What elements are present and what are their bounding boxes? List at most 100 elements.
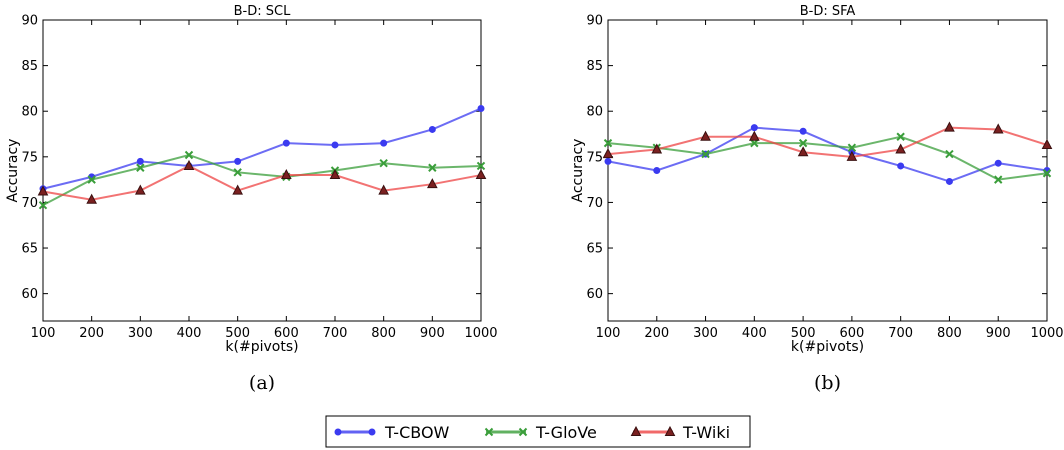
data-point-t-wiki (329, 168, 341, 180)
data-point-t-glove (428, 163, 437, 172)
y-tick-label: 65 (586, 242, 603, 257)
x-tick-label: 100 (31, 326, 56, 341)
y-axis-label: Accuracy (570, 139, 586, 203)
x-tick-label: 1000 (1030, 326, 1063, 341)
chart-title: B-D: SCL (234, 4, 291, 19)
series-line-t-wiki (42, 164, 482, 201)
y-axis-label: Accuracy (5, 139, 21, 203)
x-tick-label: 900 (986, 326, 1011, 341)
data-point-t-cbow (331, 141, 339, 149)
data-point-t-glove (798, 138, 808, 148)
data-point-t-wiki (232, 184, 243, 195)
data-point-t-glove (896, 132, 905, 141)
x-tick-label: 200 (644, 326, 669, 341)
data-point-t-cbow (653, 167, 661, 174)
data-point-t-cbow (282, 139, 290, 147)
data-point-t-wiki (135, 184, 146, 195)
chart-panel-2: B-D: SFA 60 65 70 75 80 85 90 100 200 300 400 500 600… (570, 4, 1064, 394)
data-point-t-cbow (945, 177, 953, 185)
x-axis-label: k(#pivots) (225, 339, 298, 355)
legend-marker-t-glove (484, 427, 494, 437)
x-tick-label: 500 (225, 326, 250, 341)
legend-label-t-cbow: T-CBOW (384, 423, 450, 442)
data-point-t-wiki (475, 168, 487, 180)
data-point-t-cbow (799, 127, 807, 135)
y-tick-label: 90 (21, 14, 38, 29)
data-point-t-wiki (86, 193, 97, 204)
series-line-t-glove (607, 135, 1048, 181)
data-point-t-cbow (136, 157, 144, 165)
series-line-t-cbow (607, 126, 1048, 183)
x-tick-label: 600 (274, 326, 299, 341)
data-point-t-wiki (602, 148, 614, 159)
data-point-t-wiki (183, 159, 195, 170)
x-tick-label: 200 (79, 326, 104, 341)
x-tick-label: 400 (177, 326, 202, 341)
data-point-t-glove (87, 175, 96, 184)
legend-label-t-wiki: T-Wiki (682, 423, 730, 442)
legend-marker-t-wiki (664, 425, 676, 436)
data-point-t-wiki (749, 130, 760, 141)
data-point-t-glove (701, 149, 710, 159)
x-tick-label: 800 (937, 326, 962, 341)
y-tick-label: 60 (586, 287, 603, 302)
y-tick-label: 70 (586, 196, 603, 211)
series-line-t-cbow (42, 107, 482, 190)
legend-marker-t-glove (518, 427, 528, 437)
y-tick-label: 85 (21, 59, 38, 74)
data-point-t-glove (38, 200, 48, 210)
data-point-t-cbow (380, 139, 388, 147)
x-tick-label: 400 (742, 326, 767, 341)
x-tick-label: 800 (371, 326, 396, 341)
data-point-t-wiki (700, 130, 711, 141)
data-point-t-glove (750, 138, 759, 148)
legend-label-t-glove: T-GloVe (535, 423, 597, 442)
x-tick-label: 600 (839, 326, 864, 341)
panel-caption: (a) (249, 372, 275, 394)
data-point-t-cbow (750, 124, 758, 132)
legend-marker-t-cbow (368, 428, 376, 436)
panel-caption: (b) (814, 372, 841, 394)
data-point-t-glove (945, 149, 954, 159)
data-point-t-wiki (797, 146, 809, 157)
data-point-t-wiki (944, 121, 955, 132)
data-point-t-cbow (477, 104, 485, 112)
data-point-t-glove (136, 163, 145, 172)
data-point-t-wiki (427, 178, 438, 189)
data-point-t-cbow (604, 157, 612, 165)
x-tick-label: 700 (888, 326, 913, 341)
y-tick-label: 65 (21, 242, 38, 257)
data-point-t-glove (233, 168, 242, 177)
data-point-t-glove (847, 143, 857, 152)
x-tick-label: 300 (693, 326, 718, 341)
data-point-t-wiki (651, 143, 663, 154)
data-point-t-glove (994, 175, 1003, 184)
data-point-t-cbow (428, 125, 436, 133)
y-tick-label: 70 (21, 196, 38, 211)
x-tick-label: 100 (596, 326, 621, 341)
data-point-t-wiki (281, 168, 292, 180)
data-point-t-glove (1042, 169, 1052, 178)
x-tick-label: 900 (420, 326, 445, 341)
data-point-t-cbow (234, 157, 242, 165)
legend-marker-t-cbow (334, 428, 342, 436)
x-tick-label: 500 (791, 326, 816, 341)
x-axis-label: k(#pivots) (791, 339, 864, 355)
data-point-t-glove (379, 158, 388, 168)
data-point-t-wiki (378, 184, 389, 195)
y-tick-label: 75 (586, 150, 603, 165)
data-point-t-wiki (895, 143, 906, 154)
data-point-t-glove (603, 138, 613, 148)
series-line-t-wiki (607, 126, 1048, 158)
data-point-t-wiki (846, 150, 858, 161)
chart-panel-1: B-D: SCL 60 65 70 75 80 85 90 100 200 300 400 500 600… (5, 4, 498, 394)
data-point-t-wiki (37, 185, 49, 196)
y-tick-label: 80 (21, 105, 38, 120)
chart-title: B-D: SFA (800, 4, 856, 19)
data-point-t-glove (476, 161, 486, 171)
data-point-t-wiki (992, 123, 1004, 134)
data-point-t-glove (184, 150, 194, 160)
y-tick-label: 60 (21, 287, 38, 302)
y-tick-label: 90 (586, 14, 603, 29)
